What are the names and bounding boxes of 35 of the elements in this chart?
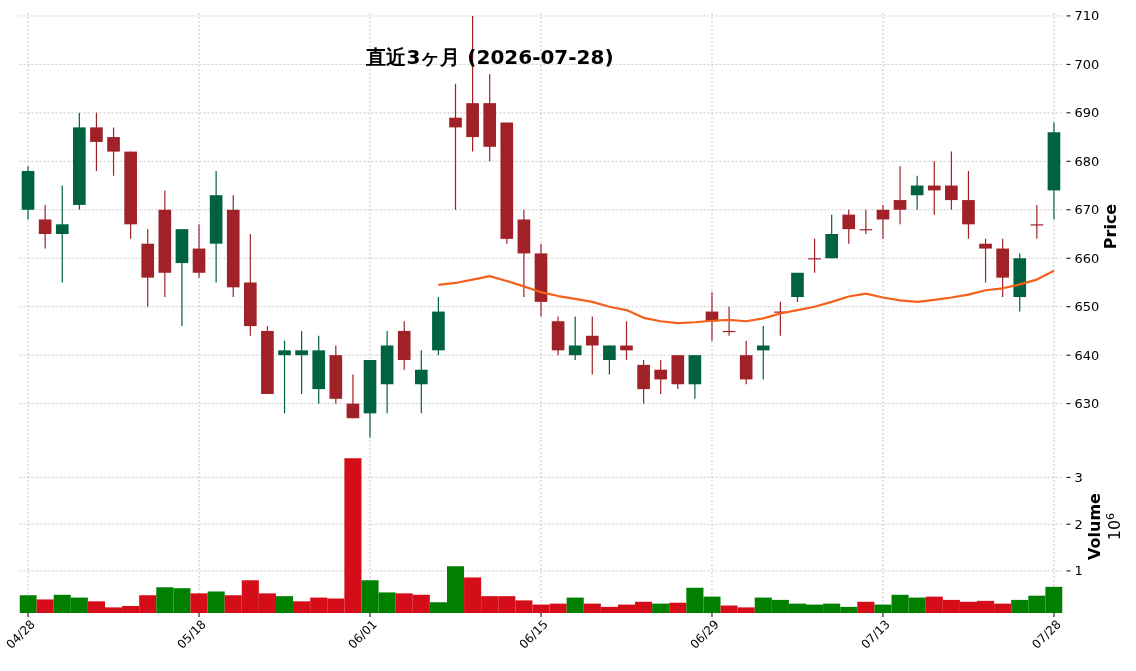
y-tick-label: 670	[1074, 202, 1100, 218]
candlestick	[654, 359, 668, 395]
candlestick	[893, 165, 907, 225]
candlestick	[945, 151, 958, 211]
candlestick	[107, 126, 120, 177]
y-tick-label: 710	[1074, 8, 1100, 24]
y-tick-label: 630	[1074, 396, 1100, 412]
candlestick	[979, 238, 992, 284]
y-tick-label: 640	[1074, 347, 1100, 363]
candlestick	[756, 325, 770, 381]
candlestick	[1030, 204, 1044, 240]
y-tick-label: 680	[1074, 153, 1100, 169]
y-tick-label: 1	[1074, 563, 1083, 579]
candlestick	[603, 344, 616, 376]
candlestick	[278, 340, 291, 414]
candlestick	[585, 315, 599, 376]
candlestick	[346, 373, 360, 419]
candlestick	[414, 349, 428, 414]
y-tick-label: 650	[1074, 299, 1100, 315]
candlestick	[55, 184, 69, 284]
line-series	[437, 269, 1056, 325]
y-tick-label: 2	[1074, 516, 1083, 532]
candlestick	[38, 204, 52, 250]
candlestick	[620, 320, 633, 361]
y-axis-title: Price	[1101, 203, 1120, 250]
candlestick	[295, 330, 308, 395]
candlestick	[568, 315, 582, 361]
y-tick-label: 3	[1074, 469, 1083, 485]
y-axis-title: Volume	[1085, 492, 1104, 560]
candlestick	[90, 112, 103, 172]
y-tick-label: 700	[1074, 56, 1100, 72]
candlestick	[449, 83, 462, 211]
y-tick-label: 690	[1074, 105, 1100, 121]
candlestick	[842, 209, 856, 245]
y-tick-label: 660	[1074, 250, 1100, 266]
